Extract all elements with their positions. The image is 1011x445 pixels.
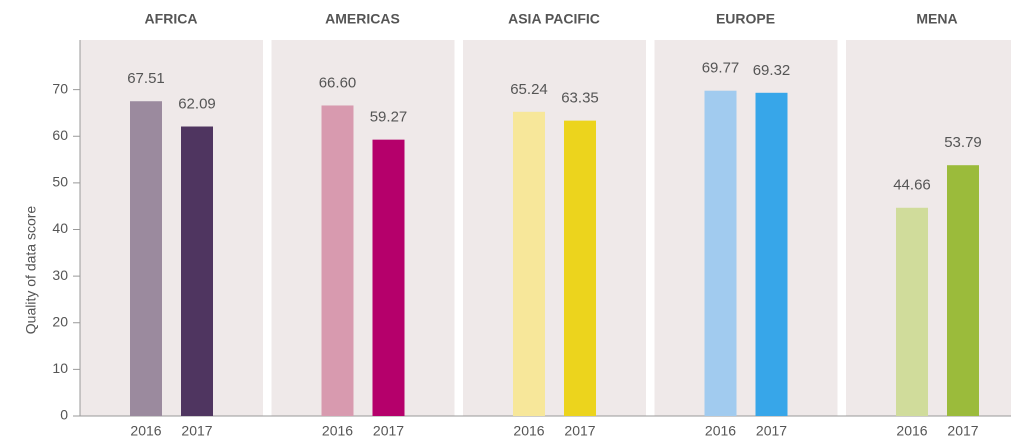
bar — [181, 126, 213, 416]
value-label: 69.32 — [753, 62, 791, 79]
y-tick-label: 30 — [52, 267, 68, 283]
value-label: 59.27 — [370, 109, 408, 126]
value-label: 63.35 — [561, 90, 599, 107]
bar — [947, 165, 979, 416]
x-tick-label: 2016 — [705, 423, 736, 439]
x-tick-label: 2016 — [130, 423, 161, 439]
value-label: 62.09 — [178, 95, 216, 112]
y-tick-label: 20 — [52, 313, 68, 329]
bar — [513, 111, 545, 417]
x-tick-label: 2016 — [322, 423, 353, 439]
x-tick-label: 2017 — [756, 423, 787, 439]
bar — [755, 92, 788, 416]
panel-title: EUROPE — [716, 11, 775, 27]
x-tick-label: 2017 — [564, 423, 595, 439]
bar — [564, 120, 596, 417]
bar — [321, 105, 354, 416]
y-tick-label: 0 — [60, 407, 68, 423]
y-axis-label: Quality of data score — [23, 206, 39, 335]
panel-title: AFRICA — [145, 11, 198, 27]
panel-title: MENA — [916, 11, 957, 27]
value-label: 67.51 — [127, 70, 165, 87]
panel-title: ASIA PACIFIC — [508, 11, 600, 27]
y-tick-label: 10 — [52, 360, 68, 376]
value-label: 44.66 — [893, 177, 931, 194]
value-label: 69.77 — [702, 60, 740, 77]
panel-background — [80, 40, 263, 416]
bar — [896, 207, 928, 416]
y-tick-label: 60 — [52, 127, 68, 143]
x-tick-label: 2016 — [896, 423, 927, 439]
panel-background — [654, 40, 838, 416]
value-label: 65.24 — [510, 81, 548, 98]
value-label: 53.79 — [944, 134, 982, 151]
x-tick-label: 2017 — [373, 423, 404, 439]
value-label: 66.60 — [319, 74, 357, 91]
bar — [704, 90, 737, 416]
y-tick-label: 40 — [52, 220, 68, 236]
panel-background — [271, 40, 455, 416]
x-tick-label: 2017 — [947, 423, 978, 439]
x-tick-label: 2017 — [181, 423, 212, 439]
bar — [130, 101, 162, 417]
panel-background — [846, 40, 1011, 416]
panel-title: AMERICAS — [325, 11, 400, 27]
panel-background — [463, 40, 646, 416]
bar — [372, 139, 405, 416]
y-tick-label: 50 — [52, 174, 68, 190]
x-tick-label: 2016 — [513, 423, 544, 439]
y-tick-label: 70 — [52, 80, 68, 96]
